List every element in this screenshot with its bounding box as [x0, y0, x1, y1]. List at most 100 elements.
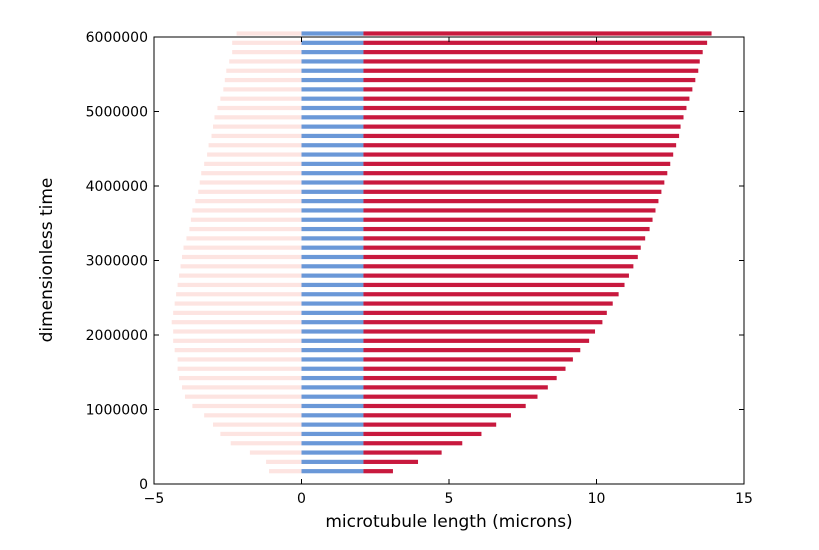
bar-positive-segment	[363, 226, 650, 232]
bar-negative-segment	[174, 348, 302, 353]
y-tick-label: 5000000	[86, 105, 148, 121]
bar-middle-segment	[301, 357, 364, 362]
bar-positive-segment	[363, 329, 596, 334]
bar-negative-segment	[177, 282, 302, 288]
bar-positive-segment	[363, 254, 638, 260]
bar-positive-segment	[363, 124, 681, 129]
bar-middle-segment	[301, 245, 364, 250]
bar-negative-segment	[198, 189, 302, 194]
bar-middle-segment	[301, 226, 364, 232]
bar-negative-segment	[173, 310, 302, 315]
bar-positive-segment	[363, 31, 712, 36]
bar-negative-segment	[230, 441, 302, 446]
x-tick-label: 15	[735, 491, 753, 507]
y-tick-label: 2000000	[86, 328, 148, 344]
bar-positive-segment	[363, 77, 696, 83]
y-axis-label: dimensionless time	[37, 178, 57, 343]
bar-positive-segment	[363, 189, 662, 194]
bar-middle-segment	[301, 320, 364, 325]
bar-negative-segment	[208, 143, 302, 148]
bar-positive-segment	[363, 441, 463, 446]
bar-negative-segment	[182, 254, 302, 260]
bar-negative-segment	[207, 152, 302, 157]
bar-positive-segment	[363, 68, 699, 73]
bar-negative-segment	[189, 226, 302, 232]
bar-negative-segment	[190, 217, 302, 222]
bar-positive-segment	[363, 431, 482, 437]
bar-middle-segment	[301, 31, 364, 36]
bar-positive-segment	[363, 403, 526, 409]
bar-middle-segment	[301, 264, 364, 269]
bar-positive-segment	[363, 413, 511, 418]
bar-positive-segment	[363, 459, 419, 464]
bar-middle-segment	[301, 366, 364, 371]
bar-negative-segment	[232, 40, 302, 45]
bar-middle-segment	[301, 273, 364, 278]
bar-middle-segment	[301, 301, 364, 306]
bar-positive-segment	[363, 450, 442, 455]
y-tick-label: 6000000	[86, 30, 148, 46]
bar-negative-segment	[211, 133, 302, 139]
bar-positive-segment	[363, 375, 557, 381]
bar-middle-segment	[301, 403, 364, 409]
bar-middle-segment	[301, 348, 364, 353]
bar-positive-segment	[363, 338, 590, 343]
bar-positive-segment	[363, 96, 690, 101]
bar-negative-segment	[220, 431, 302, 437]
bar-middle-segment	[301, 375, 364, 381]
y-tick-label: 1000000	[86, 403, 148, 419]
bar-negative-segment	[213, 124, 302, 129]
bar-middle-segment	[301, 459, 364, 464]
bar-positive-segment	[363, 292, 619, 297]
y-tick-label: 3000000	[86, 254, 148, 270]
bar-positive-segment	[363, 217, 653, 222]
bar-positive-segment	[363, 152, 674, 157]
bar-middle-segment	[301, 124, 364, 129]
bar-negative-segment	[201, 171, 302, 176]
bar-middle-segment	[301, 310, 364, 315]
bar-negative-segment	[217, 105, 302, 111]
bar-positive-segment	[363, 320, 603, 325]
bar-positive-segment	[363, 245, 641, 250]
bar-positive-segment	[363, 180, 665, 185]
x-tick-label: −5	[144, 491, 165, 507]
bar-positive-segment	[363, 469, 393, 474]
bars-layer	[171, 31, 712, 474]
y-tick-label: 0	[139, 477, 148, 493]
bar-middle-segment	[301, 217, 364, 222]
bar-positive-segment	[363, 143, 677, 148]
bar-middle-segment	[301, 292, 364, 297]
bar-positive-segment	[363, 105, 687, 111]
bar-negative-segment	[249, 450, 302, 455]
bar-middle-segment	[301, 254, 364, 260]
bar-negative-segment	[269, 469, 302, 474]
bar-middle-segment	[301, 133, 364, 139]
bar-positive-segment	[363, 385, 548, 390]
ticks-layer: −5 0 5 10 1501000000200000030000004000000500…	[86, 30, 753, 507]
bar-positive-segment	[363, 199, 659, 204]
bar-middle-segment	[301, 152, 364, 157]
bar-positive-segment	[363, 161, 671, 166]
bar-positive-segment	[363, 348, 581, 353]
bar-negative-segment	[199, 180, 302, 185]
bar-negative-segment	[226, 68, 302, 73]
y-tick-label: 4000000	[86, 179, 148, 195]
bar-negative-segment	[204, 161, 302, 166]
bar-negative-segment	[224, 77, 302, 83]
x-tick-label: 0	[297, 491, 306, 507]
bar-negative-segment	[214, 115, 302, 120]
bar-negative-segment	[204, 413, 302, 418]
bar-negative-segment	[184, 394, 302, 399]
bar-middle-segment	[301, 422, 364, 427]
bar-positive-segment	[363, 115, 684, 120]
bar-positive-segment	[363, 264, 634, 269]
bar-negative-segment	[236, 31, 302, 36]
bar-positive-segment	[363, 59, 700, 64]
bar-positive-segment	[363, 208, 656, 213]
bar-negative-segment	[173, 329, 302, 334]
bar-middle-segment	[301, 40, 364, 45]
bar-middle-segment	[301, 171, 364, 176]
bar-middle-segment	[301, 413, 364, 418]
bar-negative-segment	[213, 422, 302, 427]
